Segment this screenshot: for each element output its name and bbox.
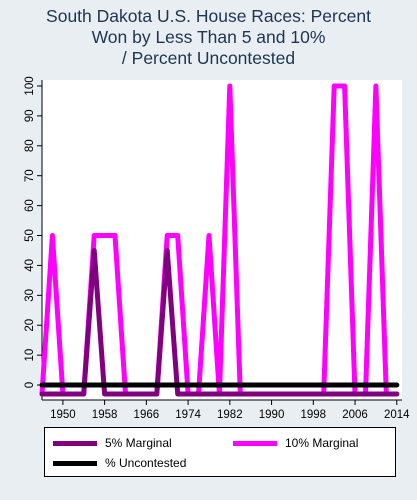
- x-tick-label: 1982: [217, 409, 243, 421]
- x-ticks: 1950 1958 1966 1974 1982 1990 1998 2006 2014: [50, 400, 410, 421]
- legend-swatch-5pct: [53, 441, 97, 447]
- legend-label-uncontested: % Uncontested: [105, 456, 187, 470]
- y-tick-label: 100: [24, 76, 36, 95]
- series-line-5pct-marginal: [39, 248, 400, 397]
- y-tick-label: 50: [24, 229, 36, 242]
- x-tick-label: 2014: [384, 409, 410, 421]
- legend-swatch-10pct: [233, 441, 277, 447]
- x-tick-label: 1974: [175, 409, 201, 421]
- x-tick-label: 1990: [259, 409, 285, 421]
- y-tick-label: 60: [24, 199, 36, 212]
- chart-title-line-1: South Dakota U.S. House Races: Percent: [46, 6, 371, 26]
- y-tick-label: 30: [24, 289, 36, 302]
- y-ticks: 0 10 20 30 40 50 60 70 80 90 100: [24, 76, 42, 388]
- x-tick-label: 1966: [134, 409, 160, 421]
- series-lines: [39, 83, 400, 397]
- y-tick-label: 90: [24, 109, 36, 122]
- legend-swatch-uncontested: [53, 461, 97, 467]
- legend-item-uncontested: % Uncontested: [53, 456, 186, 470]
- y-tick-label: 0: [24, 382, 36, 388]
- legend-item-5pct: 5% Marginal: [53, 436, 172, 450]
- chart-title-line-3: / Percent Uncontested: [121, 48, 296, 68]
- x-tick-label: 1998: [301, 409, 327, 421]
- y-tick-label: 10: [24, 349, 36, 362]
- legend-label-5pct: 5% Marginal: [105, 436, 172, 450]
- legend: 5% Marginal 10% Marginal % Uncontested: [44, 427, 396, 477]
- x-tick-label: 2006: [342, 409, 368, 421]
- x-tick-label: 1958: [92, 409, 118, 421]
- y-tick-label: 70: [24, 169, 36, 182]
- y-tick-label: 40: [24, 259, 36, 272]
- x-tick-label: 1950: [50, 409, 76, 421]
- chart-title: South Dakota U.S. House Races: Percent W…: [0, 6, 417, 69]
- legend-item-10pct: 10% Marginal: [233, 436, 358, 450]
- chart-title-line-2: Won by Less Than 5 and 10%: [91, 27, 326, 47]
- y-tick-label: 20: [24, 319, 36, 332]
- legend-label-10pct: 10% Marginal: [285, 436, 359, 450]
- y-tick-label: 80: [24, 139, 36, 152]
